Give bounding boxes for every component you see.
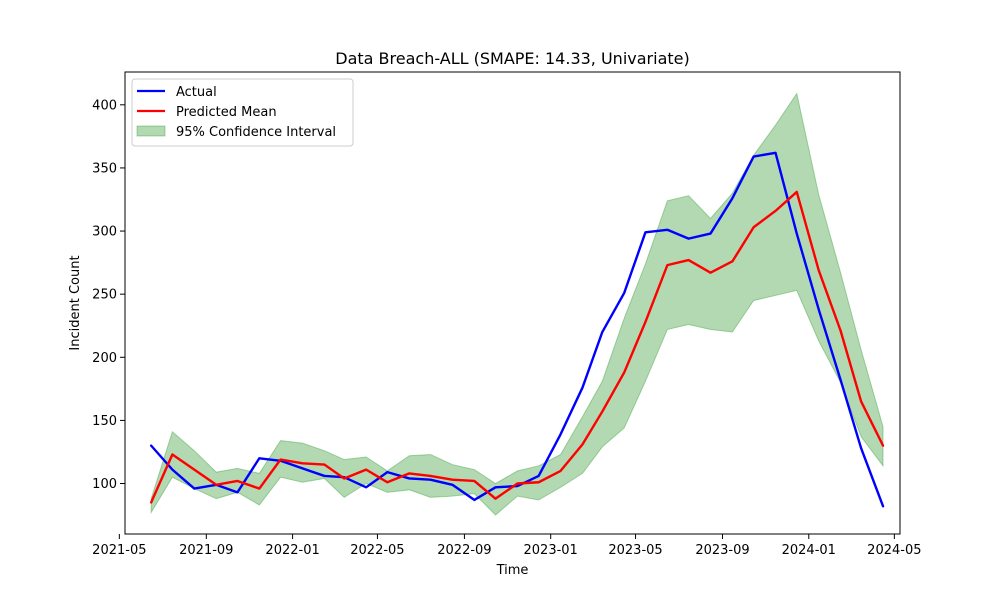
legend-swatch-confidence <box>136 125 166 137</box>
y-tick-label: 300 <box>92 225 117 240</box>
plot-area <box>124 71 901 535</box>
x-tick-label: 2023-09 <box>695 543 749 558</box>
y-tick-label: 350 <box>92 161 117 176</box>
confidence-band-layer <box>150 92 884 516</box>
confidence-band-area <box>150 92 884 516</box>
series-lines-layer <box>149 151 885 508</box>
legend-frame <box>131 78 354 147</box>
x-tick-label: 2021-09 <box>179 543 233 558</box>
x-tick-label: 2021-05 <box>92 543 146 558</box>
legend-label-confidence: 95% Confidence Interval <box>176 125 336 140</box>
y-tick-label: 250 <box>92 288 117 303</box>
legend: Actual Predicted Mean 95% Confidence Int… <box>131 78 354 147</box>
series-line-predicted-mean <box>149 190 885 504</box>
x-tick-label: 2023-01 <box>524 543 578 558</box>
y-tick-label: 100 <box>92 477 117 492</box>
y-axis-label: Incident Count <box>68 255 83 350</box>
x-axis: 2021-05 2021-09 2022-01 2022-05 2022-09 2023-… <box>92 534 922 558</box>
y-tick-label: 200 <box>92 351 117 366</box>
x-tick-label: 2022-01 <box>265 543 319 558</box>
y-axis: 100 150 200 250 300 350 400 <box>92 98 125 492</box>
legend-label-predicted: Predicted Mean <box>176 105 277 120</box>
legend-label-actual: Actual <box>176 85 217 100</box>
x-tick-label: 2022-09 <box>437 543 491 558</box>
series-line-actual <box>149 151 885 508</box>
plot-frame <box>124 71 901 535</box>
x-axis-label: Time <box>496 563 529 578</box>
chart-title: Data Breach-ALL (SMAPE: 14.33, Univariat… <box>335 49 689 68</box>
x-tick-label: 2024-01 <box>782 543 836 558</box>
x-tick-label: 2023-05 <box>608 543 662 558</box>
x-tick-label: 2024-05 <box>867 543 921 558</box>
y-tick-label: 150 <box>92 414 117 429</box>
x-tick-label: 2022-05 <box>350 543 404 558</box>
y-tick-label: 400 <box>92 98 117 113</box>
